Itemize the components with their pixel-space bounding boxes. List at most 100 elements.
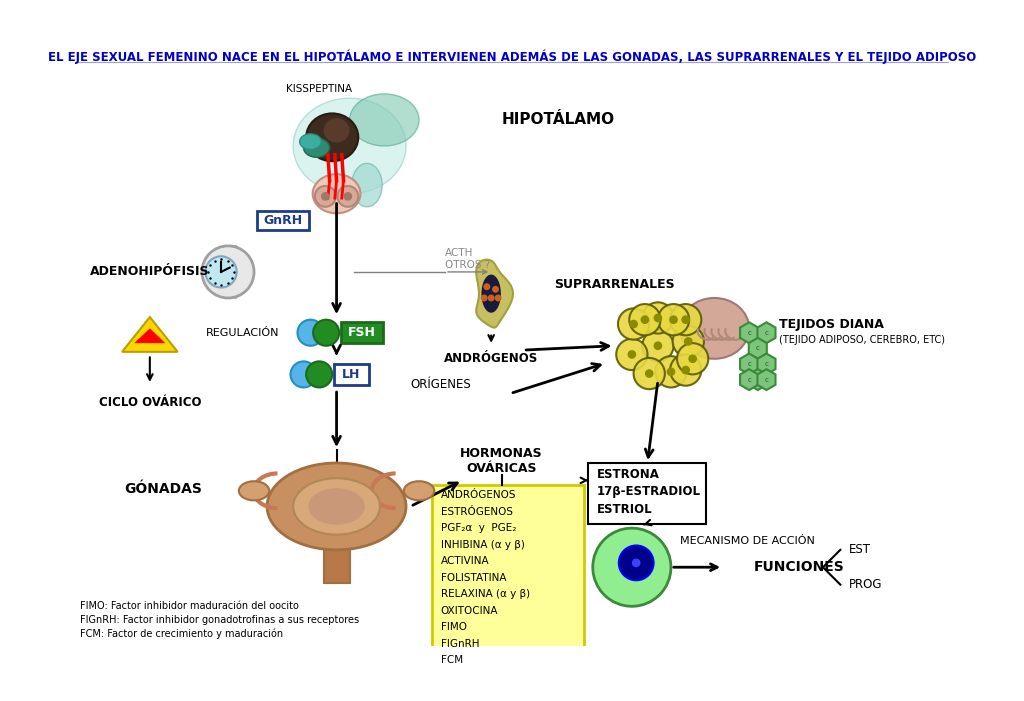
Text: ORÍGENES: ORÍGENES bbox=[411, 379, 471, 391]
Circle shape bbox=[645, 369, 653, 378]
Text: (TEJIDO ADIPOSO, CEREBRO, ETC): (TEJIDO ADIPOSO, CEREBRO, ETC) bbox=[779, 334, 945, 345]
FancyBboxPatch shape bbox=[589, 463, 706, 524]
Circle shape bbox=[306, 362, 332, 388]
Text: FIGnRH: FIGnRH bbox=[440, 639, 479, 648]
Circle shape bbox=[291, 362, 316, 388]
Ellipse shape bbox=[303, 138, 330, 157]
Circle shape bbox=[487, 294, 495, 301]
Ellipse shape bbox=[312, 175, 360, 213]
Circle shape bbox=[667, 367, 675, 376]
Polygon shape bbox=[476, 259, 513, 327]
Polygon shape bbox=[134, 328, 166, 343]
Circle shape bbox=[657, 304, 689, 335]
Circle shape bbox=[653, 313, 663, 322]
Text: ACTH
OTROS ?: ACTH OTROS ? bbox=[445, 248, 490, 270]
Circle shape bbox=[688, 355, 697, 363]
Text: α: α bbox=[299, 368, 308, 381]
Text: HIPOTÁLAMO: HIPOTÁLAMO bbox=[502, 112, 614, 128]
Text: c: c bbox=[748, 329, 751, 336]
Text: MECANISMO DE ACCIÓN: MECANISMO DE ACCIÓN bbox=[680, 536, 814, 546]
Text: c: c bbox=[748, 361, 751, 367]
Text: GnRH: GnRH bbox=[263, 215, 302, 227]
Text: PROG: PROG bbox=[849, 578, 883, 591]
Circle shape bbox=[343, 192, 352, 200]
FancyBboxPatch shape bbox=[432, 484, 584, 672]
Text: c: c bbox=[765, 361, 768, 367]
Text: FSH: FSH bbox=[348, 326, 376, 339]
Text: FUNCIONES: FUNCIONES bbox=[754, 560, 844, 574]
Circle shape bbox=[642, 330, 674, 362]
Text: CICLO OVÁRICO: CICLO OVÁRICO bbox=[98, 395, 201, 409]
Ellipse shape bbox=[680, 298, 750, 359]
Polygon shape bbox=[122, 317, 177, 352]
Circle shape bbox=[480, 294, 487, 301]
Circle shape bbox=[653, 341, 663, 350]
Text: FIGnRH: Factor inhibidor gonadotrofinas a sus receptores: FIGnRH: Factor inhibidor gonadotrofinas … bbox=[80, 615, 359, 625]
Circle shape bbox=[681, 366, 690, 374]
Ellipse shape bbox=[306, 114, 358, 161]
Ellipse shape bbox=[293, 98, 407, 193]
Text: β: β bbox=[314, 368, 324, 381]
Circle shape bbox=[673, 326, 703, 357]
Ellipse shape bbox=[239, 481, 269, 501]
Text: INHIBINA (α y β): INHIBINA (α y β) bbox=[440, 540, 524, 550]
Ellipse shape bbox=[352, 163, 382, 207]
Text: EL EJE SEXUAL FEMENINO NACE EN EL HIPOTÁLAMO E INTERVIENEN ADEMÁS DE LAS GONADAS: EL EJE SEXUAL FEMENINO NACE EN EL HIPOTÁ… bbox=[48, 50, 976, 64]
Text: KISSPEPTINA: KISSPEPTINA bbox=[286, 84, 352, 94]
Text: ADENOHIPÓFISIS: ADENOHIPÓFISIS bbox=[90, 266, 210, 278]
Text: FCM: Factor de crecimiento y maduración: FCM: Factor de crecimiento y maduración bbox=[80, 629, 284, 639]
Text: HORMONAS
OVÁRICAS: HORMONAS OVÁRICAS bbox=[460, 447, 543, 475]
Text: REGULACIÓN: REGULACIÓN bbox=[206, 328, 280, 338]
Text: RELAXINA (α y β): RELAXINA (α y β) bbox=[440, 589, 529, 599]
Circle shape bbox=[681, 315, 690, 324]
Circle shape bbox=[655, 356, 686, 388]
Circle shape bbox=[593, 528, 671, 606]
Ellipse shape bbox=[267, 463, 407, 550]
Circle shape bbox=[677, 343, 709, 374]
Text: ANDRÓGENOS: ANDRÓGENOS bbox=[444, 353, 539, 365]
Circle shape bbox=[684, 337, 692, 346]
FancyBboxPatch shape bbox=[324, 548, 349, 583]
Text: c: c bbox=[748, 376, 751, 383]
Text: GÓNADAS: GÓNADAS bbox=[124, 482, 202, 496]
Text: c: c bbox=[756, 346, 760, 351]
FancyBboxPatch shape bbox=[257, 211, 309, 230]
Circle shape bbox=[670, 355, 701, 386]
Circle shape bbox=[617, 308, 649, 340]
Text: LH: LH bbox=[342, 368, 360, 381]
Text: c: c bbox=[765, 376, 768, 383]
Circle shape bbox=[632, 559, 641, 567]
Circle shape bbox=[313, 320, 339, 346]
Circle shape bbox=[298, 320, 324, 346]
Text: FIMO: FIMO bbox=[440, 622, 467, 632]
Text: c: c bbox=[756, 376, 760, 383]
Circle shape bbox=[206, 257, 237, 287]
Ellipse shape bbox=[308, 488, 365, 524]
Text: OXITOCINA: OXITOCINA bbox=[440, 606, 499, 615]
Ellipse shape bbox=[300, 134, 322, 149]
FancyBboxPatch shape bbox=[341, 322, 383, 343]
Text: SUPRARRENALES: SUPRARRENALES bbox=[554, 278, 675, 292]
FancyBboxPatch shape bbox=[334, 364, 369, 385]
Circle shape bbox=[492, 286, 499, 293]
Text: ACTIVINA: ACTIVINA bbox=[440, 556, 489, 566]
Polygon shape bbox=[481, 275, 501, 313]
Circle shape bbox=[321, 192, 330, 200]
Text: FIMO: Factor inhibidor maduración del oocito: FIMO: Factor inhibidor maduración del oo… bbox=[80, 601, 299, 611]
Circle shape bbox=[670, 315, 678, 324]
Circle shape bbox=[670, 304, 701, 335]
Circle shape bbox=[641, 315, 649, 324]
Circle shape bbox=[630, 320, 638, 328]
Ellipse shape bbox=[349, 94, 419, 146]
Circle shape bbox=[495, 294, 502, 301]
Circle shape bbox=[338, 186, 358, 207]
Text: α: α bbox=[306, 326, 314, 339]
Text: PGF₂α  y  PGE₂: PGF₂α y PGE₂ bbox=[440, 523, 516, 533]
Circle shape bbox=[202, 246, 254, 298]
Circle shape bbox=[616, 339, 647, 370]
Circle shape bbox=[314, 186, 336, 207]
Wedge shape bbox=[211, 246, 237, 298]
Text: EST: EST bbox=[849, 543, 871, 557]
Text: ESTRÓGENOS: ESTRÓGENOS bbox=[440, 507, 513, 517]
Text: FCM: FCM bbox=[440, 655, 463, 665]
